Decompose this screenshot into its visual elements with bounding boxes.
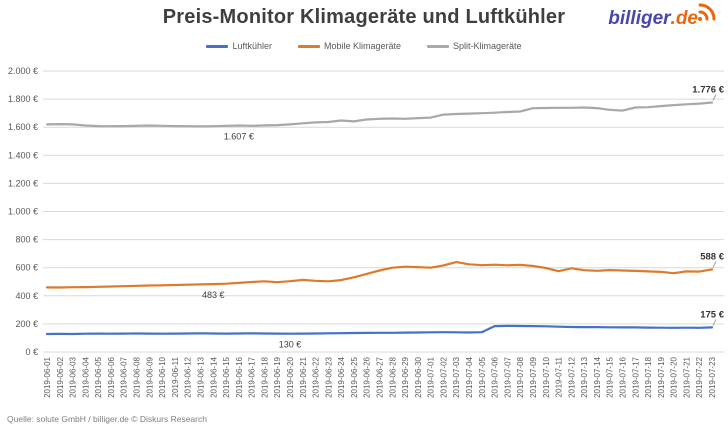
data-label: 1.607 € (224, 132, 254, 142)
x-axis-tick-label: 2019-06-13 (196, 356, 205, 397)
x-axis-tick-label: 2019-06-29 (401, 356, 410, 397)
end-marker (712, 261, 717, 268)
x-axis-tick-label: 2019-07-03 (452, 356, 461, 397)
legend-item-mobile-klimageraete: Mobile Klimageräte (297, 41, 402, 51)
legend-swatch-mobile-klimageraete (297, 44, 320, 48)
x-axis-tick-label: 2019-06-20 (286, 356, 295, 397)
x-axis-tick-label: 2019-06-18 (260, 356, 269, 397)
x-axis-tick-label: 2019-06-15 (222, 356, 231, 397)
x-axis-tick-label: 2019-06-25 (350, 356, 359, 397)
legend-item-split-klimageraete: Split-Klimageräte (427, 41, 522, 51)
end-data-label: 175 € (700, 309, 724, 320)
legend-swatch-luftkuehler (206, 44, 229, 48)
end-data-label: 1.776 € (692, 84, 724, 95)
x-axis-tick-label: 2019-06-17 (248, 356, 257, 397)
x-axis-tick-label: 2019-07-08 (516, 356, 525, 397)
legend-label-split-klimageraete: Split-Klimageräte (453, 41, 522, 51)
y-axis-tick-label: 1.400 € (8, 150, 38, 160)
x-axis-tick-label: 2019-06-01 (43, 356, 52, 397)
x-axis-tick-label: 2019-06-28 (388, 356, 397, 397)
x-axis-tick-label: 2019-06-04 (81, 356, 90, 397)
y-axis-tick-label: 1.000 € (8, 207, 38, 217)
x-axis-tick-label: 2019-07-07 (503, 356, 512, 397)
end-data-label: 588 € (700, 251, 724, 262)
x-axis-tick-label: 2019-07-21 (682, 356, 691, 397)
x-axis-tick-label: 2019-06-06 (107, 356, 116, 397)
y-axis-tick-label: 1.200 € (8, 178, 38, 188)
x-axis-tick-label: 2019-06-10 (158, 356, 167, 397)
x-axis-tick-label: 2019-07-22 (695, 356, 704, 397)
x-axis-tick-label: 2019-07-04 (465, 356, 474, 397)
y-axis-tick-label: 1.600 € (8, 122, 38, 132)
page-title: Preis-Monitor Klimageräte und Luftkühler (162, 6, 566, 28)
x-axis-tick-label: 2019-06-08 (133, 356, 142, 397)
x-axis-tick-label: 2019-07-15 (606, 356, 615, 397)
data-label: 130 € (279, 340, 302, 350)
x-axis-tick-label: 2019-07-16 (618, 356, 627, 397)
x-axis-tick-label: 2019-06-27 (376, 356, 385, 397)
x-axis-tick-label: 2019-07-20 (670, 356, 679, 397)
x-axis-tick-label: 2019-07-13 (580, 356, 589, 397)
chart-legend: Luftkühler Mobile Klimageräte Split-Klim… (0, 41, 728, 51)
logo-text-secondary: .de (670, 8, 698, 29)
x-axis-tick-label: 2019-07-05 (478, 356, 487, 397)
x-axis-tick-label: 2019-06-16 (235, 356, 244, 397)
x-axis-tick-label: 2019-07-06 (491, 356, 500, 397)
end-marker (712, 319, 717, 326)
x-axis-tick-label: 2019-07-23 (708, 356, 717, 397)
legend-swatch-split-klimageraete (427, 44, 450, 48)
x-axis-tick-label: 2019-06-09 (145, 356, 154, 397)
series-line-luftk-hler (45, 324, 714, 336)
source-note: Quelle: solute GmbH / billiger.de © Disk… (7, 414, 207, 424)
x-axis-tick-label: 2019-07-12 (567, 356, 576, 397)
x-axis-tick-label: 2019-07-01 (427, 356, 436, 397)
y-axis-tick-label: 200 € (15, 319, 38, 329)
plot-area: 0 € 200 € 400 € 600 € 800 € 1.000 € 1.200 € 1.4… (0, 60, 728, 420)
x-axis-tick-label: 2019-06-26 (363, 356, 372, 397)
y-axis-tick-label: 600 € (15, 263, 38, 273)
x-axis-tick-label: 2019-06-19 (273, 356, 282, 397)
x-axis-tick-label: 2019-06-11 (171, 356, 180, 397)
x-axis-tick-label: 2019-06-07 (120, 356, 129, 397)
x-axis-tick-label: 2019-06-22 (312, 356, 321, 397)
signal-arcs-icon (696, 1, 718, 29)
x-axis-tick-label: 2019-06-23 (324, 356, 333, 397)
x-axis-tick-label: 2019-06-02 (56, 356, 65, 397)
x-axis-tick-label: 2019-07-02 (439, 356, 448, 397)
x-axis-tick-label: 2019-07-14 (593, 356, 602, 397)
y-axis-tick-label: 1.800 € (8, 94, 38, 104)
series-line-split-klimager-te (45, 101, 714, 128)
x-axis-tick-label: 2019-06-05 (94, 356, 103, 397)
x-axis-tick-label: 2019-06-03 (69, 356, 78, 397)
x-axis-tick-label: 2019-07-10 (542, 356, 551, 397)
y-axis-tick-label: 400 € (15, 291, 38, 301)
x-axis-tick-label: 2019-07-17 (631, 356, 640, 397)
price-line-chart: 0 € 200 € 400 € 600 € 800 € 1.000 € 1.200 € 1.4… (8, 66, 725, 398)
x-axis-tick-label: 2019-06-24 (337, 356, 346, 397)
data-label: 483 € (202, 290, 225, 300)
x-axis-tick-label: 2019-07-18 (644, 356, 653, 397)
y-axis-tick-label: 800 € (15, 235, 38, 245)
x-axis-tick-label: 2019-06-30 (414, 356, 423, 397)
x-axis-tick-label: 2019-07-09 (529, 356, 538, 397)
y-axis-tick-label: 2.000 € (8, 66, 38, 76)
legend-item-luftkuehler: Luftkühler (206, 41, 272, 51)
billiger-de-logo: billiger .de (608, 3, 718, 30)
legend-label-luftkuehler: Luftkühler (232, 41, 272, 51)
legend-label-mobile-klimageraete: Mobile Klimageräte (323, 41, 402, 51)
x-axis-tick-label: 2019-07-11 (555, 356, 564, 397)
x-axis-tick-label: 2019-07-19 (657, 356, 666, 397)
y-axis-tick-label: 0 € (25, 347, 38, 357)
logo-text-primary: billiger (608, 8, 671, 29)
x-axis-tick-label: 2019-06-12 (184, 356, 193, 397)
series-line-mobile-klimager-te (45, 261, 714, 289)
end-marker (712, 94, 717, 101)
x-axis-tick-label: 2019-06-14 (209, 356, 218, 397)
x-axis-tick-label: 2019-06-21 (299, 356, 308, 397)
